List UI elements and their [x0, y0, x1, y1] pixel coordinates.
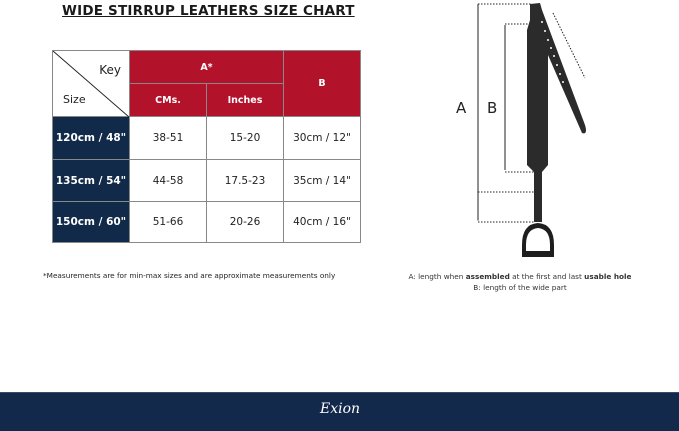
cms-cell: 51-66	[129, 201, 207, 243]
b-cell: 40cm / 16"	[283, 201, 361, 243]
cms-cell: 44-58	[129, 159, 207, 202]
header-inches: Inches	[206, 83, 284, 117]
size-chart-table: Key Size A* B CMs. Inches 120cm / 48" 38…	[52, 50, 361, 243]
b-cell: 30cm / 12"	[283, 116, 361, 160]
table-row: 135cm / 54" 44-58 17.5-23 35cm / 14"	[52, 159, 361, 202]
measurement-note: *Measurements are for min-max sizes and …	[43, 271, 336, 280]
header-b: B	[283, 50, 361, 117]
adjustment-arrow	[552, 12, 586, 79]
stirrup-leather-diagram	[477, 3, 586, 257]
size-cell: 120cm / 48"	[52, 116, 130, 160]
caption-text: A: length when	[408, 272, 466, 281]
inches-cell: 17.5-23	[206, 159, 284, 202]
caption-bold: assembled	[465, 272, 510, 281]
table-row: 150cm / 60" 51-66 20-26 40cm / 16"	[52, 201, 361, 243]
stirrup-iron	[522, 223, 554, 257]
caption-a: A: length when assembled at the first an…	[390, 272, 650, 281]
size-cell: 150cm / 60"	[52, 201, 130, 243]
size-label: Size	[63, 93, 86, 106]
leather-strap	[527, 3, 586, 222]
caption-text: at the first and last	[509, 272, 585, 281]
key-label: Key	[99, 63, 121, 77]
caption-b: B: length of the wide part	[473, 283, 567, 292]
diagonal-divider	[53, 51, 129, 117]
label-a: A	[456, 99, 467, 117]
page-title: WIDE STIRRUP LEATHERS SIZE CHART	[62, 3, 355, 19]
label-b: B	[487, 99, 498, 117]
header-a: A*	[129, 50, 284, 84]
inches-cell: 20-26	[206, 201, 284, 243]
footer-bar: Exion	[0, 392, 679, 431]
header-cms: CMs.	[129, 83, 207, 117]
brand-logo: Exion	[320, 401, 361, 417]
b-cell: 35cm / 14"	[283, 159, 361, 202]
key-size-header: Key Size	[52, 50, 130, 117]
table-row: 120cm / 48" 38-51 15-20 30cm / 12"	[52, 116, 361, 160]
caption-bold: usable hole	[584, 272, 632, 281]
